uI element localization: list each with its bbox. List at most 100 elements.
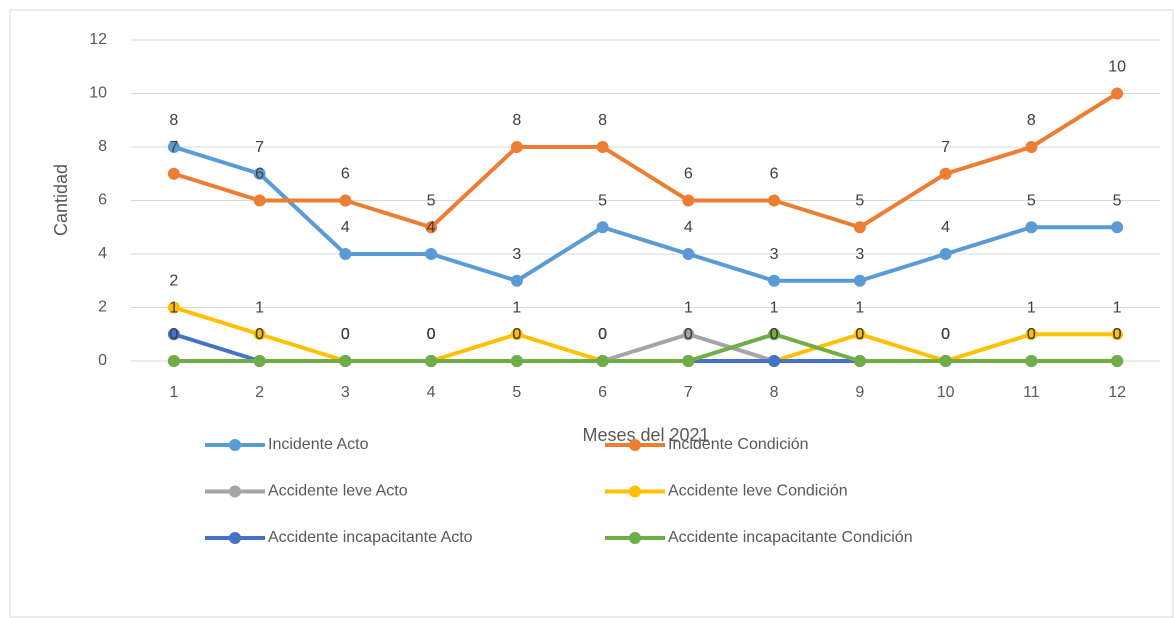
point	[853, 328, 866, 341]
point	[1025, 221, 1038, 234]
point	[768, 194, 781, 207]
legend-label: Accidente leve Acto	[268, 483, 408, 500]
data-label: 2	[169, 273, 178, 290]
data-label: 0	[770, 326, 779, 343]
data-label: 1	[770, 299, 779, 316]
x-tick-label: 3	[341, 384, 350, 401]
x-tick-label: 9	[855, 384, 864, 401]
point	[510, 328, 523, 341]
series-line	[173, 305, 1118, 363]
data-label: 0	[341, 326, 350, 343]
data-label: 1	[855, 299, 864, 316]
legend-swatch-marker	[629, 485, 641, 498]
legend-label: Accidente incapacitante Acto	[268, 529, 473, 546]
x-axis-title: Meses del 2021	[582, 425, 709, 445]
data-label: 0	[255, 326, 264, 343]
y-tick-label: 12	[89, 31, 107, 48]
data-label: 0	[770, 326, 779, 343]
data-label: 5	[1113, 192, 1122, 209]
legend-swatch-marker	[229, 439, 241, 451]
point	[682, 355, 695, 367]
legend-label: Accidente incapacitante Condición	[668, 529, 913, 546]
y-tick-label: 6	[98, 192, 107, 209]
legend-swatch-marker	[229, 485, 241, 498]
legend-swatch-marker	[229, 532, 241, 544]
data-label: 0	[169, 326, 178, 343]
x-tick-label: 4	[427, 384, 436, 401]
data-label: 1	[169, 299, 178, 316]
point	[596, 355, 609, 367]
chart-border	[9, 9, 1174, 618]
data-label: 0	[1113, 326, 1122, 343]
point	[939, 355, 952, 367]
point	[167, 141, 180, 153]
data-label: 0	[169, 326, 178, 343]
data-label: 8	[169, 112, 178, 129]
data-label: 0	[684, 326, 693, 343]
data-label: 0	[598, 326, 607, 343]
series-line	[173, 332, 1118, 363]
point	[425, 248, 438, 260]
legend-swatch-marker	[629, 532, 641, 544]
x-tick-label: 1	[169, 384, 178, 401]
data-label: 0	[855, 326, 864, 343]
data-label: 0	[941, 326, 950, 343]
y-axis-title: Cantidad	[51, 164, 71, 236]
legend-label: Accidente leve Condición	[668, 483, 848, 500]
point	[167, 355, 180, 367]
data-label: 4	[684, 219, 693, 236]
data-label: 6	[341, 166, 350, 183]
point	[682, 328, 695, 341]
data-label: 4	[427, 219, 436, 236]
data-label: 8	[512, 112, 521, 129]
data-label: 6	[684, 166, 693, 183]
point	[425, 221, 438, 234]
x-tick-label: 6	[598, 384, 607, 401]
data-label: 0	[427, 326, 436, 343]
point	[510, 355, 523, 367]
y-tick-label: 10	[89, 85, 107, 102]
data-label: 0	[941, 326, 950, 343]
point	[682, 248, 695, 260]
point	[1111, 221, 1124, 234]
point	[939, 248, 952, 260]
data-label: 0	[1027, 326, 1036, 343]
x-tick-label: 10	[937, 384, 955, 401]
data-label: 5	[1027, 192, 1036, 209]
data-label: 0	[1027, 326, 1036, 343]
legend-label: Incidente Acto	[268, 436, 369, 453]
data-label: 6	[255, 166, 264, 183]
data-label: 0	[512, 326, 521, 343]
point	[1025, 355, 1038, 367]
data-label: 0	[512, 326, 521, 343]
data-label: 1	[512, 299, 521, 316]
x-tick-label: 7	[684, 384, 693, 401]
point	[853, 221, 866, 234]
y-tick-label: 0	[98, 352, 107, 369]
point	[682, 194, 695, 207]
point	[1111, 355, 1124, 367]
data-label: 0	[341, 326, 350, 343]
point	[853, 274, 866, 287]
point	[1025, 328, 1038, 341]
data-label: 10	[1108, 59, 1126, 76]
point	[596, 221, 609, 234]
series-line	[173, 332, 1118, 363]
point	[167, 167, 180, 180]
data-label: 0	[1113, 326, 1122, 343]
x-tick-label: 11	[1023, 384, 1040, 401]
data-label: 0	[512, 326, 521, 343]
point	[339, 355, 352, 367]
data-label: 6	[770, 166, 779, 183]
data-label: 7	[941, 139, 950, 156]
point	[167, 328, 180, 341]
x-tick-label: 12	[1108, 384, 1126, 401]
data-label: 0	[941, 326, 950, 343]
data-label: 0	[427, 326, 436, 343]
point	[510, 141, 523, 153]
data-label: 7	[169, 139, 178, 156]
data-label: 1	[1113, 299, 1122, 316]
point	[768, 355, 781, 367]
point	[1111, 87, 1124, 100]
